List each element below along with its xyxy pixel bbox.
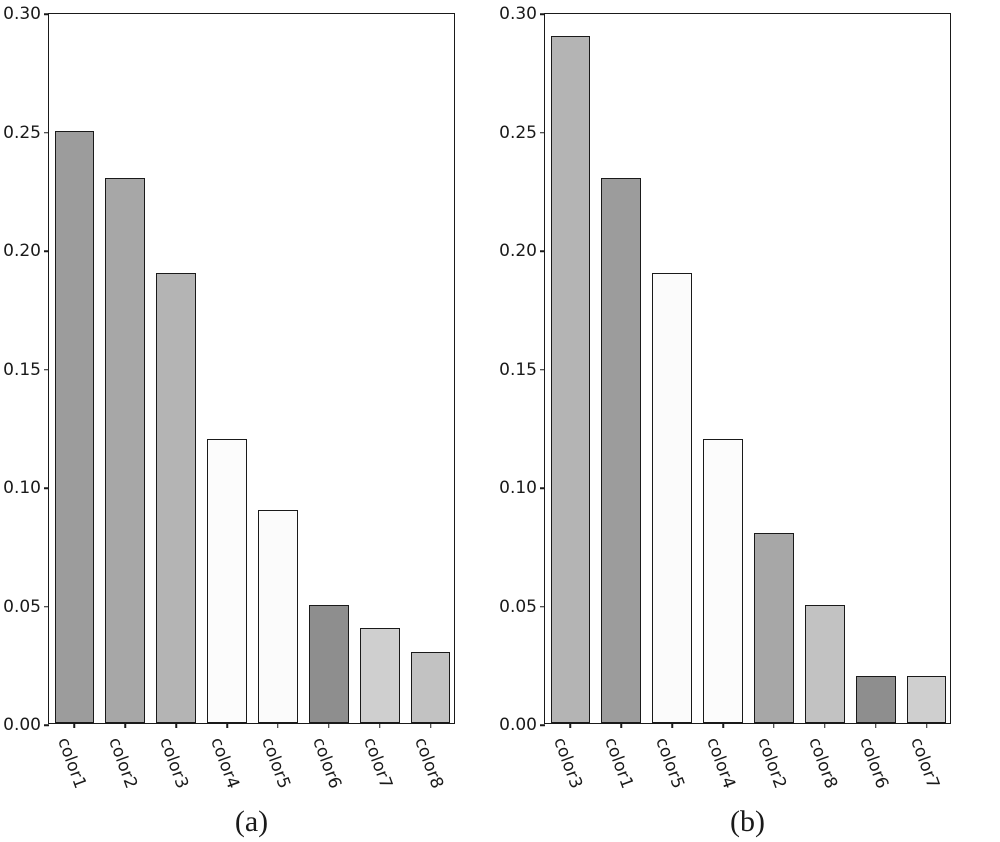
bar: [652, 273, 692, 723]
xtick-label: color6: [308, 735, 345, 791]
panel-a: 0.000.050.100.150.200.250.30color1color2…: [48, 0, 455, 842]
ytick-label: 0.15: [3, 360, 49, 380]
xtick-mark: [125, 723, 127, 728]
xtick-mark: [175, 723, 177, 728]
bar: [551, 36, 591, 723]
xtick-mark: [824, 723, 826, 728]
xtick-mark: [773, 723, 775, 728]
xtick-mark: [621, 723, 623, 728]
bar: [207, 439, 247, 723]
plot-area-a: 0.000.050.100.150.200.250.30color1color2…: [48, 13, 455, 724]
xtick-label: color5: [651, 735, 688, 791]
bar: [754, 533, 794, 723]
ytick-label: 0.05: [499, 597, 545, 617]
xtick-mark: [226, 723, 228, 728]
ytick-label: 0.15: [499, 360, 545, 380]
ytick-label: 0.20: [499, 241, 545, 261]
ytick-label: 0.10: [499, 478, 545, 498]
bar: [907, 676, 947, 723]
bar: [805, 605, 845, 724]
xtick-label: color3: [550, 735, 587, 791]
bar: [105, 178, 145, 723]
ytick-label: 0.05: [3, 597, 49, 617]
xtick-label: color8: [804, 735, 841, 791]
bar: [856, 676, 896, 723]
xtick-label: color1: [54, 735, 91, 791]
bar: [55, 131, 95, 724]
ytick-label: 0.00: [3, 715, 49, 735]
xtick-mark: [74, 723, 76, 728]
xtick-mark: [570, 723, 572, 728]
plot-area-b: 0.000.050.100.150.200.250.30color3color1…: [544, 13, 951, 724]
xtick-mark: [430, 723, 432, 728]
bar: [156, 273, 196, 723]
xtick-mark: [277, 723, 279, 728]
xtick-label: color2: [753, 735, 790, 791]
panel-caption-b: (b): [544, 805, 951, 839]
ytick-label: 0.30: [499, 4, 545, 24]
bar: [411, 652, 451, 723]
ytick-label: 0.10: [3, 478, 49, 498]
ytick-label: 0.30: [3, 4, 49, 24]
xtick-label: color4: [702, 735, 739, 791]
xtick-label: color7: [906, 735, 943, 791]
xtick-label: color5: [257, 735, 294, 791]
ytick-label: 0.25: [499, 123, 545, 143]
xtick-label: color8: [410, 735, 447, 791]
xtick-label: color4: [206, 735, 243, 791]
xtick-mark: [379, 723, 381, 728]
panel-b: 0.000.050.100.150.200.250.30color3color1…: [544, 0, 951, 842]
bar: [360, 628, 400, 723]
xtick-label: color1: [601, 735, 638, 791]
ytick-label: 0.25: [3, 123, 49, 143]
xtick-label: color6: [855, 735, 892, 791]
bar: [601, 178, 641, 723]
xtick-mark: [722, 723, 724, 728]
xtick-mark: [671, 723, 673, 728]
panel-caption-a: (a): [48, 805, 455, 839]
xtick-mark: [875, 723, 877, 728]
bar: [258, 510, 298, 723]
bar: [703, 439, 743, 723]
xtick-label: color7: [359, 735, 396, 791]
ytick-label: 0.20: [3, 241, 49, 261]
xtick-mark: [926, 723, 928, 728]
xtick-label: color2: [105, 735, 142, 791]
xtick-label: color3: [155, 735, 192, 791]
ytick-label: 0.00: [499, 715, 545, 735]
bar: [309, 605, 349, 724]
xtick-mark: [328, 723, 330, 728]
